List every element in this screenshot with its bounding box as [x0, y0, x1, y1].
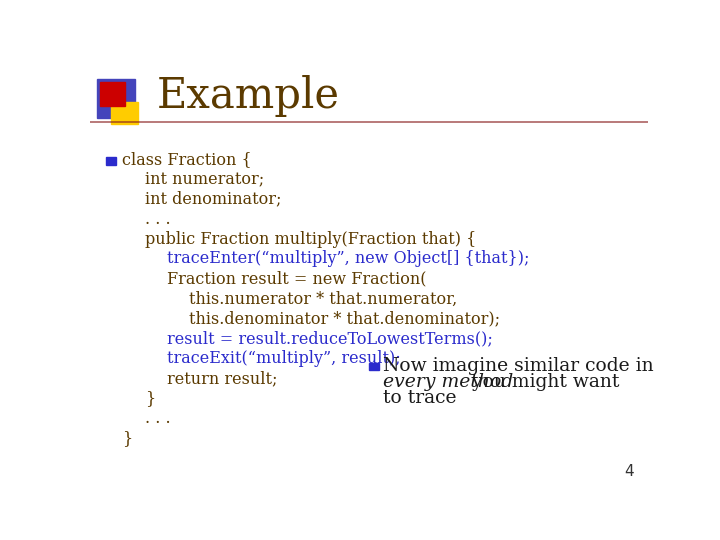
Text: you might want: you might want [466, 373, 619, 391]
Text: result = result.reduceToLowestTerms();: result = result.reduceToLowestTerms(); [167, 330, 493, 347]
Text: every method: every method [383, 373, 513, 391]
Text: traceEnter(“multiply”, new Object[] {that});: traceEnter(“multiply”, new Object[] {tha… [167, 251, 529, 267]
Bar [96, 78, 135, 118]
Bar [106, 157, 116, 165]
Text: . . .: . . . [145, 211, 171, 227]
Bar [100, 82, 125, 106]
Text: 4: 4 [624, 464, 634, 479]
Text: Example: Example [157, 76, 340, 117]
Text: Fraction result = new Fraction(: Fraction result = new Fraction( [167, 271, 426, 287]
Text: . . .: . . . [145, 410, 171, 427]
Text: }: } [122, 430, 132, 447]
Bar [369, 363, 379, 370]
Text: class Fraction {: class Fraction { [122, 151, 252, 168]
Text: this.numerator * that.numerator,: this.numerator * that.numerator, [189, 291, 458, 307]
Text: this.denominator * that.denominator);: this.denominator * that.denominator); [189, 310, 500, 327]
Text: to trace: to trace [383, 389, 456, 407]
Text: traceExit(“multiply”, result);: traceExit(“multiply”, result); [167, 350, 401, 367]
Text: int denominator;: int denominator; [145, 191, 282, 207]
Text: return result;: return result; [167, 370, 277, 387]
Text: }: } [145, 390, 155, 407]
Text: public Fraction multiply(Fraction that) {: public Fraction multiply(Fraction that) … [145, 231, 476, 247]
Bar [111, 102, 138, 124]
Text: int numerator;: int numerator; [145, 171, 264, 187]
Text: Now imagine similar code in: Now imagine similar code in [383, 357, 654, 375]
